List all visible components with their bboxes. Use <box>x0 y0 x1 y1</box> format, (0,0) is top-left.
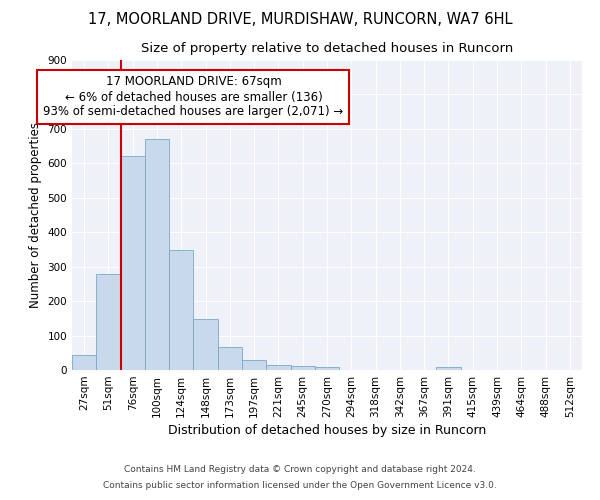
Bar <box>145 139 169 370</box>
Text: Contains public sector information licensed under the Open Government Licence v3: Contains public sector information licen… <box>103 480 497 490</box>
Bar <box>218 347 242 370</box>
Bar <box>242 360 266 370</box>
X-axis label: Distribution of detached houses by size in Runcorn: Distribution of detached houses by size … <box>168 424 486 437</box>
Text: 17 MOORLAND DRIVE: 67sqm
← 6% of detached houses are smaller (136)
93% of semi-d: 17 MOORLAND DRIVE: 67sqm ← 6% of detache… <box>43 76 344 118</box>
Bar <box>121 156 145 370</box>
Y-axis label: Number of detached properties: Number of detached properties <box>29 122 42 308</box>
Bar <box>193 319 218 370</box>
Bar <box>169 250 193 370</box>
Bar <box>72 355 96 370</box>
Text: 17, MOORLAND DRIVE, MURDISHAW, RUNCORN, WA7 6HL: 17, MOORLAND DRIVE, MURDISHAW, RUNCORN, … <box>88 12 512 28</box>
Bar <box>290 366 315 370</box>
Bar <box>436 366 461 370</box>
Bar <box>266 365 290 370</box>
Title: Size of property relative to detached houses in Runcorn: Size of property relative to detached ho… <box>141 42 513 54</box>
Bar <box>96 274 121 370</box>
Bar <box>315 366 339 370</box>
Text: Contains HM Land Registry data © Crown copyright and database right 2024.: Contains HM Land Registry data © Crown c… <box>124 466 476 474</box>
